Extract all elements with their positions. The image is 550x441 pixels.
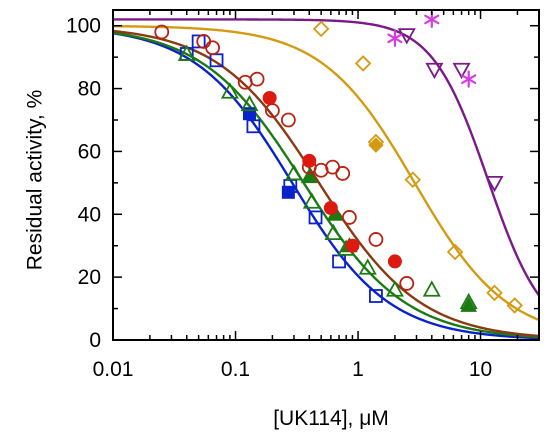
- data-point: [177, 44, 196, 61]
- data-point: [446, 243, 464, 261]
- data-point: [324, 223, 343, 241]
- data-point: [486, 284, 503, 302]
- data-point: [460, 296, 478, 312]
- y-tick-label: 80: [78, 78, 101, 101]
- x-axis: 0.01 0.1 1 10: [93, 10, 540, 381]
- data-point: [358, 258, 377, 275]
- data-point: [335, 166, 351, 181]
- data-point: [284, 164, 303, 181]
- fitted-curves: [113, 18, 539, 340]
- x-tick-label: 0.1: [221, 358, 250, 381]
- data-point: [399, 276, 415, 291]
- data-point: [385, 280, 404, 297]
- x-axis-title: [UK114], μM: [273, 407, 389, 430]
- data-point: [240, 94, 259, 112]
- data-point: [302, 192, 321, 209]
- plot-area: 0.01 0.1 1 10 0 20 40 60 80 100: [66, 9, 540, 381]
- data-point: [485, 175, 504, 193]
- data-point: [196, 34, 212, 49]
- data-point: [387, 29, 403, 47]
- data-point: [249, 71, 265, 87]
- x-tick-label: 10: [469, 358, 492, 381]
- fit-curve: [113, 31, 539, 339]
- fit-curve: [113, 29, 539, 338]
- data-point: [452, 62, 471, 80]
- y-tick-label: 0: [89, 329, 101, 352]
- data-point: [387, 254, 402, 269]
- x-tick-label: 0.01: [93, 358, 134, 381]
- data-point: [369, 289, 383, 303]
- data-point: [397, 28, 416, 45]
- data-point: [404, 171, 422, 188]
- data-point: [262, 91, 277, 105]
- data-point: [425, 62, 444, 80]
- data-point: [368, 137, 384, 153]
- data-point: [205, 40, 220, 56]
- y-tick-label: 60: [78, 140, 101, 163]
- data-point: [323, 201, 338, 215]
- y-axis-title: Residual activity, %: [23, 90, 46, 271]
- y-tick-label: 20: [78, 266, 101, 289]
- data-point: [280, 112, 296, 128]
- y-tick-label: 40: [78, 203, 101, 226]
- data-point: [354, 55, 372, 72]
- data-point: [300, 168, 318, 184]
- data-point: [302, 153, 317, 168]
- data-points: [154, 10, 523, 314]
- data-point: [209, 53, 224, 68]
- data-point: [191, 34, 206, 49]
- x-tick-label: 1: [352, 358, 364, 381]
- data-point: [506, 297, 523, 314]
- data-point: [246, 119, 261, 134]
- plot-frame: [112, 9, 540, 341]
- data-point: [422, 280, 441, 297]
- fit-curve: [113, 32, 539, 340]
- data-point: [345, 238, 360, 253]
- data-point: [281, 185, 295, 199]
- data-point: [308, 210, 323, 225]
- data-point: [368, 232, 384, 247]
- data-point: [461, 70, 477, 88]
- data-point: [341, 210, 357, 225]
- data-point: [220, 82, 239, 99]
- fit-curve: [113, 18, 539, 297]
- y-axis: 0 20 40 60 80 100: [66, 15, 539, 352]
- fit-curve: [113, 24, 539, 322]
- data-point: [154, 24, 170, 40]
- y-tick-label: 100: [66, 15, 101, 38]
- data-point: [312, 20, 330, 38]
